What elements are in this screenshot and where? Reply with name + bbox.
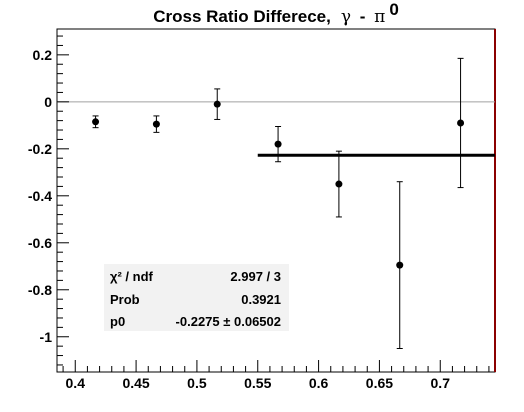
y-tick-label: 0 xyxy=(44,94,52,110)
x-tick-label: 0.6 xyxy=(309,375,329,391)
y-tick-label: -0.2 xyxy=(28,141,52,157)
data-point xyxy=(457,119,465,127)
fit-stat-value: -0.2275 ± 0.06502 xyxy=(176,314,281,329)
x-tick-label: 0.5 xyxy=(187,375,207,391)
data-point xyxy=(274,140,282,148)
fit-stat-value: 0.3921 xyxy=(241,292,281,307)
x-tick-label: 0.45 xyxy=(122,375,149,391)
y-tick-label: -1 xyxy=(40,329,53,345)
data-point xyxy=(335,180,343,188)
chart-title: Cross Ratio Differece, γ - π 0 xyxy=(153,0,399,27)
x-tick-label: 0.7 xyxy=(431,375,451,391)
fit-stats-box xyxy=(104,264,289,331)
x-tick-label: 0.4 xyxy=(66,375,86,391)
data-point xyxy=(396,261,404,269)
y-tick-label: -0.4 xyxy=(28,188,52,204)
fit-stat-value: 2.997 / 3 xyxy=(230,269,281,284)
y-tick-label: -0.6 xyxy=(28,235,52,251)
fit-stat-label: p0 xyxy=(110,314,125,329)
data-point xyxy=(92,118,100,126)
x-tick-label: 0.65 xyxy=(366,375,393,391)
data-point xyxy=(152,120,160,128)
x-tick-label: 0.55 xyxy=(244,375,271,391)
data-point xyxy=(213,100,221,108)
y-tick-label: -0.8 xyxy=(28,282,52,298)
fit-stat-label: χ² / ndf xyxy=(110,269,154,284)
fit-stat-label: Prob xyxy=(110,292,140,307)
y-tick-label: 0.2 xyxy=(33,47,53,63)
